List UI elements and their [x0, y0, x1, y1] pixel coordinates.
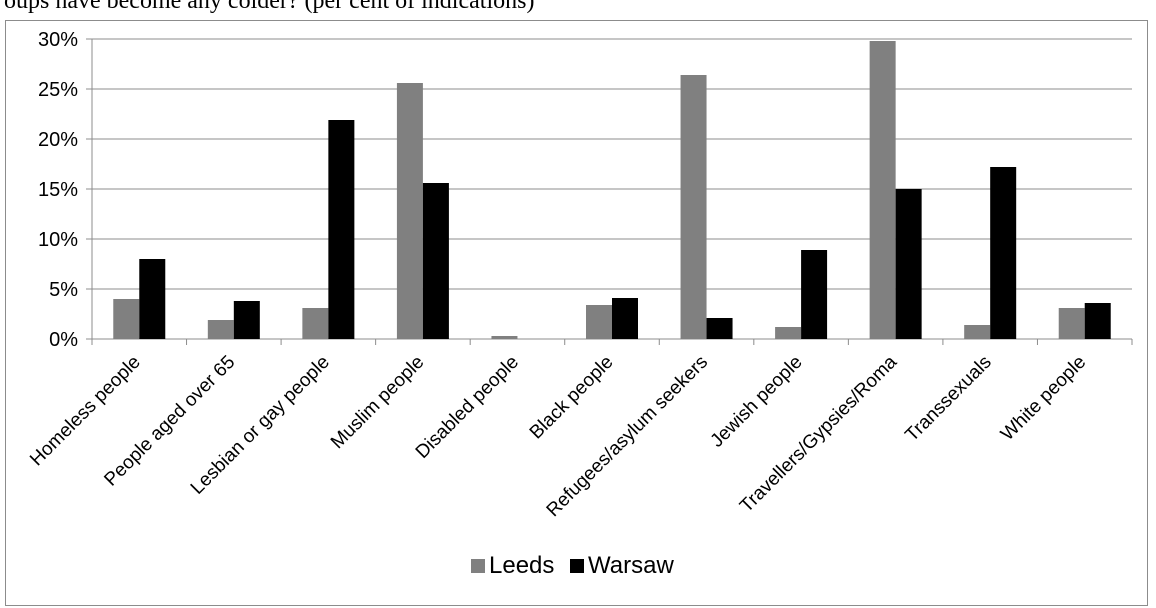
bar-leeds[interactable]	[680, 75, 707, 339]
x-tick-label: Black people	[526, 352, 618, 444]
bar-leeds[interactable]	[207, 320, 234, 339]
bar-warsaw[interactable]	[139, 259, 166, 339]
legend-label-leeds: Leeds	[489, 552, 554, 579]
bar-warsaw[interactable]	[895, 189, 922, 339]
x-tick-label: Disabled people	[412, 352, 523, 463]
bar-leeds[interactable]	[586, 305, 612, 339]
bar-chart: 0%5%10%15%20%25%30%Homeless peoplePeople…	[26, 29, 1133, 579]
x-tick-label: Transsexuals	[901, 352, 995, 446]
bar-warsaw[interactable]	[422, 183, 449, 339]
y-tick-label: 30%	[38, 29, 78, 51]
x-tick-label: Muslim people	[327, 352, 428, 453]
y-tick-label: 0%	[49, 329, 78, 351]
bar-leeds[interactable]	[491, 336, 518, 339]
x-tick-label: Travellers/Gypsies/Roma	[736, 351, 901, 516]
y-tick-label: 25%	[38, 79, 78, 101]
chart-frame: 0% 5% 10% 15% 20% 25% 30% Homeless people People…	[5, 20, 1148, 606]
bar-warsaw[interactable]	[612, 298, 638, 339]
x-tick-label: Refugees/asylum seekers	[543, 352, 712, 521]
legend-label-warsaw: Warsaw	[588, 552, 674, 579]
bar-leeds[interactable]	[775, 327, 802, 339]
bar-warsaw[interactable]	[1084, 303, 1111, 339]
x-tick-label: White people	[997, 352, 1090, 445]
bar-warsaw[interactable]	[328, 120, 355, 339]
x-tick-label: Jewish people	[707, 352, 807, 452]
bar-leeds[interactable]	[1058, 308, 1085, 339]
y-tick-label: 10%	[38, 229, 78, 251]
y-tick-label: 5%	[49, 279, 78, 301]
bar-leeds[interactable]	[964, 325, 991, 339]
bar-warsaw[interactable]	[233, 301, 260, 339]
header-text: oups have become any colder? (per cent o…	[4, 0, 535, 14]
bar-leeds[interactable]	[113, 299, 140, 339]
bar-leeds[interactable]	[302, 308, 329, 339]
y-tick-label: 15%	[38, 179, 78, 201]
bar-warsaw[interactable]	[990, 167, 1017, 339]
y-tick-label: 20%	[38, 129, 78, 151]
legend-swatch-warsaw	[570, 559, 584, 573]
legend-swatch-leeds	[471, 559, 485, 573]
bar-leeds[interactable]	[396, 83, 423, 339]
bar-warsaw[interactable]	[706, 318, 733, 339]
bar-warsaw[interactable]	[801, 250, 828, 339]
bar-leeds[interactable]	[869, 41, 896, 339]
